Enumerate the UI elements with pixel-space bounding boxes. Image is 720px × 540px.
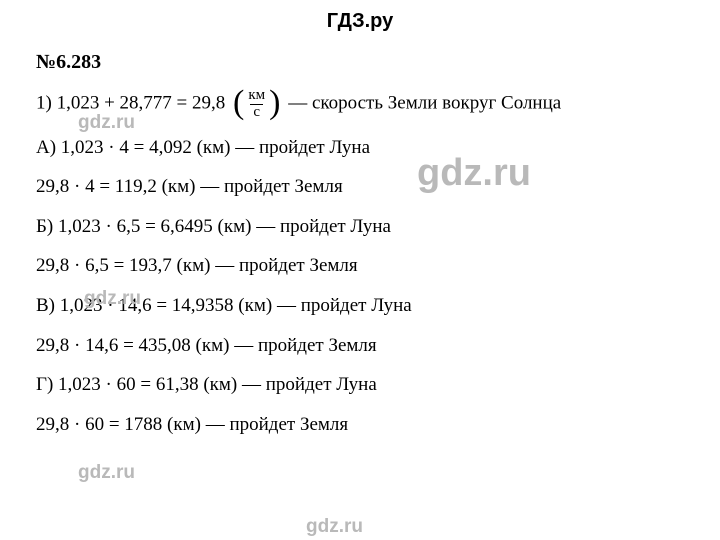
- line-C: В) 1,023 · 14,6 = 14,9358 (км) — пройдет…: [36, 293, 684, 319]
- line-B2: 29,8 · 6,5 = 193,7 (км) — пройдет Земля: [36, 253, 684, 279]
- unit-fraction: ( км с ): [233, 88, 280, 121]
- fraction-num: км: [245, 88, 268, 104]
- line-D: Г) 1,023 · 60 = 61,38 (км) — пройдет Лун…: [36, 372, 684, 398]
- line-1-pre: 1) 1,023 + 28,777 = 29,8: [36, 93, 230, 114]
- site-title: ГДЗ.ру: [36, 10, 684, 33]
- line-1-post: — скорость Земли вокруг Солнца: [288, 93, 561, 114]
- paren-left: (: [233, 89, 244, 116]
- line-C2: 29,8 · 14,6 = 435,08 (км) — пройдет Земл…: [36, 333, 684, 359]
- fraction-den: с: [250, 104, 263, 121]
- watermark-4: gdz.ru: [78, 462, 135, 484]
- line-A2: 29,8 · 4 = 119,2 (км) — пройдет Земля: [36, 174, 684, 200]
- problem-number: №6.283: [36, 51, 684, 74]
- watermark-5: gdz.ru: [306, 516, 363, 538]
- fraction: км с: [245, 88, 268, 121]
- line-A: А) 1,023 · 4 = 4,092 (км) — пройдет Луна: [36, 135, 684, 161]
- page: ГДЗ.ру №6.283 1) 1,023 + 28,777 = 29,8 (…: [0, 0, 720, 540]
- line-1: 1) 1,023 + 28,777 = 29,8 ( км с ) — скор…: [36, 88, 684, 121]
- line-B: Б) 1,023 · 6,5 = 6,6495 (км) — пройдет Л…: [36, 214, 684, 240]
- paren-right: ): [269, 89, 280, 116]
- line-D2: 29,8 · 60 = 1788 (км) — пройдет Земля: [36, 412, 684, 438]
